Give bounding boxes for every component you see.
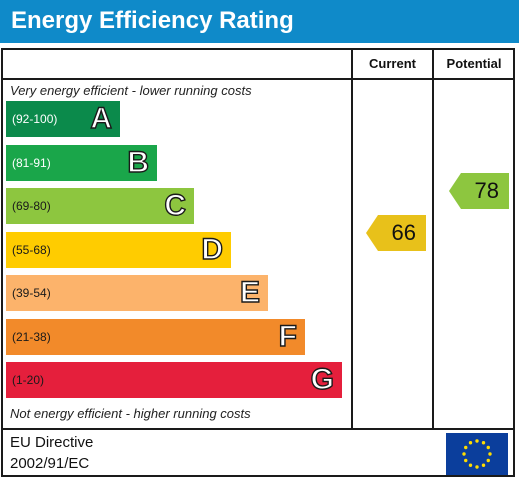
column-divider-potential xyxy=(432,48,434,429)
flag-star xyxy=(475,465,479,469)
header-bar: Energy Efficiency Rating xyxy=(0,0,519,43)
flag-star xyxy=(468,463,473,467)
band-range-label: (55-68) xyxy=(12,243,51,257)
band-d: (55-68) D xyxy=(6,232,231,268)
band-b: (81-91) B xyxy=(6,145,157,181)
eu-directive-number: 2002/91/EC xyxy=(10,455,90,472)
flag-star xyxy=(488,452,492,456)
band-range-label: (69-80) xyxy=(12,199,51,213)
band-range-label: (39-54) xyxy=(12,286,51,300)
band-letter: A xyxy=(90,101,113,135)
flag-star xyxy=(468,441,473,445)
flag-star xyxy=(462,452,466,456)
band-f: (21-38) F xyxy=(6,319,305,355)
band-letter: E xyxy=(239,275,260,309)
footer-row-divider xyxy=(1,428,515,430)
flag-star xyxy=(486,445,490,450)
column-divider-current xyxy=(351,48,353,429)
rating-table-frame xyxy=(1,48,515,477)
band-c: (69-80) C xyxy=(6,188,194,224)
flag-star xyxy=(481,463,486,467)
band-letter: D xyxy=(201,232,224,266)
band-range-label: (81-91) xyxy=(12,156,51,170)
band-a: (92-100) A xyxy=(6,101,120,137)
flag-star xyxy=(464,445,468,450)
current-rating-value: 66 xyxy=(391,220,416,245)
header-row-divider xyxy=(1,78,515,80)
flag-star xyxy=(475,439,479,443)
eu-directive-label: EU Directive xyxy=(10,434,94,451)
band-g: (1-20) G xyxy=(6,362,342,398)
flag-star xyxy=(481,441,486,445)
band-range-label: (92-100) xyxy=(12,112,58,126)
band-letter: B xyxy=(127,145,150,179)
potential-rating-arrow: 78 xyxy=(449,173,509,209)
band-letter: G xyxy=(310,362,335,396)
potential-rating-value: 78 xyxy=(474,178,499,203)
band-letter: C xyxy=(164,188,187,222)
flag-star xyxy=(464,458,468,463)
band-range-label: (1-20) xyxy=(12,373,45,387)
column-header-current: Current xyxy=(369,56,416,71)
band-e: (39-54) E xyxy=(6,275,268,311)
bottom-note: Not energy efficient - higher running co… xyxy=(10,406,251,421)
band-range-label: (21-38) xyxy=(12,330,51,344)
eu-flag-icon xyxy=(446,433,508,475)
page-title: Energy Efficiency Rating xyxy=(11,7,294,34)
current-rating-arrow: 66 xyxy=(366,215,426,251)
top-note: Very energy efficient - lower running co… xyxy=(10,83,252,98)
column-header-potential: Potential xyxy=(446,56,502,71)
flag-star xyxy=(486,458,490,463)
band-letter: F xyxy=(278,319,298,353)
